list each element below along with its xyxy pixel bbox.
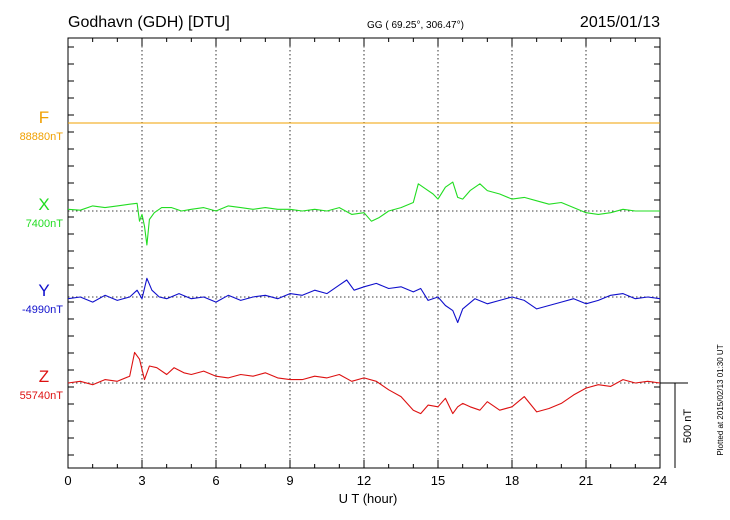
scale-bar-label: 500 nT	[682, 409, 694, 444]
series-z-baseline-label: 55740nT	[20, 390, 64, 402]
left-tick-marks	[68, 46, 660, 456]
series-y-name: Y	[38, 281, 49, 300]
series-f-name: F	[39, 108, 49, 127]
series-labels: F 88880nT X 7400nT Y -4990nT Z 55740nT	[20, 108, 64, 402]
x-tick-label-24: 24	[653, 473, 667, 488]
x-tick-label-9: 9	[286, 473, 293, 488]
series-traces	[67, 122, 661, 415]
x-tick-label-15: 15	[431, 473, 445, 488]
scale-bar: 500 nT	[660, 382, 694, 468]
series-y-baseline-label: -4990nT	[22, 304, 63, 316]
series-x-name: X	[38, 195, 49, 214]
plot-date: 2015/01/13	[580, 14, 660, 31]
x-tick-label-21: 21	[579, 473, 593, 488]
series-y-line	[67, 277, 661, 324]
x-tick-label-12: 12	[357, 473, 371, 488]
series-z-line	[67, 351, 661, 415]
series-f-baseline-label: 88880nT	[20, 131, 64, 143]
vertical-gridlines	[141, 38, 587, 468]
series-z-name: Z	[39, 367, 49, 386]
x-tick-label-18: 18	[505, 473, 519, 488]
station-title: Godhavn (GDH) [DTU]	[68, 14, 230, 31]
x-tick-label-0: 0	[64, 473, 71, 488]
plotted-timestamp: Plotted at 2015/02/13 01:30 UT	[716, 344, 725, 455]
x-axis-label: U T (hour)	[339, 491, 398, 506]
station-coordinates: GG ( 69.25°, 306.47°)	[367, 20, 464, 31]
x-axis: 0 3 6 9 12 15 18 21 24	[64, 38, 667, 488]
series-x-line	[67, 181, 660, 246]
x-tick-label-6: 6	[212, 473, 219, 488]
x-tick-label-3: 3	[138, 473, 145, 488]
series-x-baseline-label: 7400nT	[26, 218, 64, 230]
